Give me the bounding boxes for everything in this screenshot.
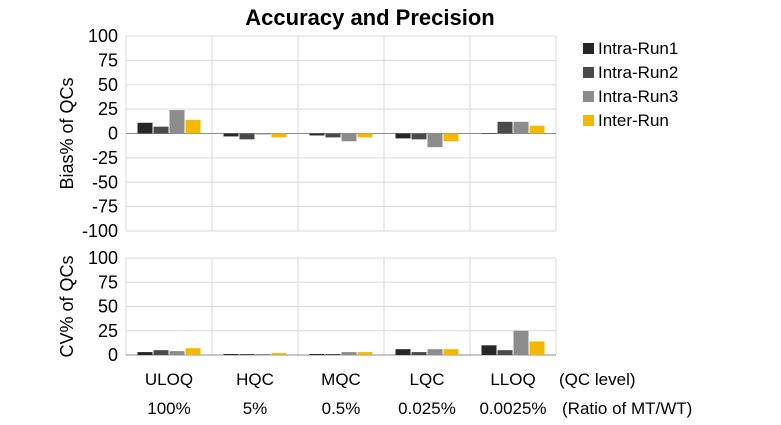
y-axis-label: Bias% of QCs xyxy=(57,77,77,189)
bar-intra-run3-lloq xyxy=(513,330,529,355)
bias-panel: 100 75 50 25 0 -25 -50 -75 -100 Bias% of QCs xyxy=(57,26,557,241)
bar-intra-run3-lqc xyxy=(427,133,443,148)
bar-inter-run-lqc xyxy=(443,133,459,142)
bar-intra-run3-uloq xyxy=(169,351,185,355)
legend-swatch xyxy=(583,91,594,102)
bar-intra-run3-uloq xyxy=(169,110,185,134)
y-tick-label: 75 xyxy=(98,50,118,70)
ratio-suffix: (Ratio of MT/WT) xyxy=(562,399,692,418)
x-category-label: HQC xyxy=(236,370,274,389)
x-ratio-label: 5% xyxy=(243,399,268,418)
bar-inter-run-uloq xyxy=(185,119,201,134)
y-axis-label: CV% of QCs xyxy=(57,255,77,357)
bar-intra-run2-lqc xyxy=(411,133,427,140)
bar-intra-run3-hqc xyxy=(255,354,271,355)
bar-intra-run1-hqc xyxy=(223,354,239,355)
bar-intra-run1-mqc xyxy=(309,354,325,355)
bar-intra-run1-mqc xyxy=(309,133,325,136)
bar-intra-run1-lloq xyxy=(481,133,497,134)
legend-label: Intra-Run2 xyxy=(598,63,678,82)
y-tick-label: -50 xyxy=(92,172,118,192)
legend-label: Intra-Run1 xyxy=(598,39,678,58)
x-ratio-label: 0.0025% xyxy=(479,399,546,418)
bar-intra-run2-uloq xyxy=(153,126,169,134)
y-tick-label: 75 xyxy=(98,272,118,292)
bar-intra-run1-uloq xyxy=(137,352,153,355)
y-tick-label: -75 xyxy=(92,197,118,217)
legend-label: Intra-Run3 xyxy=(598,87,678,106)
legend-swatch xyxy=(583,43,594,54)
bar-intra-run3-lloq xyxy=(513,121,529,134)
bar-intra-run1-hqc xyxy=(223,133,239,137)
bar-intra-run3-hqc xyxy=(255,133,271,135)
category-labels: ULOQ 100% HQC 5% MQC 0.5% LQC 0.025% LLOQ 0.0025%… xyxy=(145,370,692,418)
bar-intra-run2-mqc xyxy=(325,354,341,355)
y-tick-label: -25 xyxy=(92,148,118,168)
bar-inter-run-mqc xyxy=(357,352,373,355)
y-tick-label: 100 xyxy=(88,26,118,46)
y-tick-label: 0 xyxy=(108,124,118,144)
x-ratio-label: 0.025% xyxy=(398,399,456,418)
x-category-label: ULOQ xyxy=(145,370,193,389)
y-tick-label: -100 xyxy=(82,221,118,241)
bar-intra-run1-uloq xyxy=(137,122,153,134)
bar-intra-run2-mqc xyxy=(325,133,341,138)
x-ratio-label: 100% xyxy=(147,399,190,418)
bar-intra-run2-hqc xyxy=(239,354,255,355)
x-category-label: LQC xyxy=(410,370,445,389)
bar-intra-run3-mqc xyxy=(341,352,357,355)
bar-inter-run-lqc xyxy=(443,349,459,355)
y-tick-label: 50 xyxy=(98,297,118,317)
cv-panel: 100 75 50 25 0 CV% of QCs xyxy=(57,248,557,365)
y-tick-label: 50 xyxy=(98,75,118,95)
legend-label: Inter-Run xyxy=(598,111,669,130)
bar-inter-run-mqc xyxy=(357,133,373,138)
bar-intra-run1-lqc xyxy=(395,349,411,355)
y-tick-label: 25 xyxy=(98,99,118,119)
x-category-label: LLOQ xyxy=(490,370,535,389)
bar-intra-run2-lloq xyxy=(497,350,513,355)
bar-intra-run2-lloq xyxy=(497,121,513,134)
bar-intra-run1-lqc xyxy=(395,133,411,139)
bar-inter-run-lloq xyxy=(529,341,545,355)
x-ratio-label: 0.5% xyxy=(322,399,361,418)
y-tick-label: 25 xyxy=(98,321,118,341)
bar-intra-run2-lqc xyxy=(411,352,427,355)
x-category-label: MQC xyxy=(321,370,361,389)
bar-inter-run-hqc xyxy=(271,353,287,355)
y-tick-label: 0 xyxy=(108,345,118,365)
qc-level-suffix: (QC level) xyxy=(559,370,636,389)
y-tick-label: 100 xyxy=(88,248,118,268)
bar-intra-run2-uloq xyxy=(153,350,169,355)
bar-intra-run2-hqc xyxy=(239,133,255,140)
bar-intra-run3-mqc xyxy=(341,133,357,142)
legend: Intra-Run1 Intra-Run2 Intra-Run3 Inter-Run xyxy=(583,39,678,130)
bar-intra-run3-lqc xyxy=(427,349,443,355)
bar-intra-run1-lloq xyxy=(481,345,497,355)
legend-swatch xyxy=(583,67,594,78)
chart-title: Accuracy and Precision xyxy=(245,5,494,30)
bar-inter-run-lloq xyxy=(529,125,545,134)
legend-swatch xyxy=(583,115,594,126)
bar-inter-run-uloq xyxy=(185,348,201,355)
bar-inter-run-hqc xyxy=(271,133,287,138)
